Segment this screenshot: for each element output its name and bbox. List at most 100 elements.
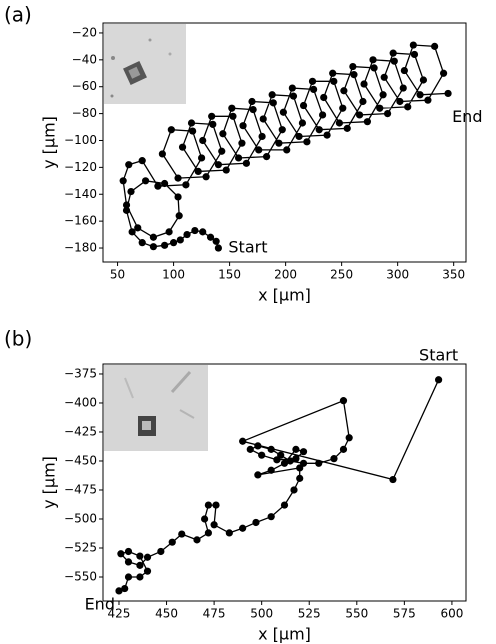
trajectory-point [315, 459, 323, 467]
trajectory-point [138, 239, 146, 247]
trajectory-point [323, 131, 331, 139]
trajectory-point [127, 187, 135, 196]
y-tick-label: −450 [64, 453, 97, 467]
trajectory-point [267, 513, 275, 521]
trajectory-point [229, 112, 237, 120]
trajectory-point [212, 501, 220, 509]
x-tick-label: 475 [203, 607, 226, 621]
trajectory-point [239, 524, 247, 532]
x-tick-label: 350 [442, 268, 465, 282]
trajectory-point [124, 573, 133, 581]
trajectory-point [178, 143, 187, 151]
trajectory-point [258, 132, 266, 141]
trajectory-point [273, 456, 281, 464]
y-tick-label: −375 [64, 366, 97, 380]
trajectory-point [315, 126, 323, 134]
trajectory-point [246, 445, 254, 453]
trajectory-point [340, 87, 348, 95]
trajectory-point [400, 66, 408, 75]
y-tick-label: −140 [64, 187, 97, 201]
trajectory-point [209, 120, 217, 128]
trajectory-point [286, 457, 294, 465]
trajectory-point [409, 41, 417, 49]
plot-frame [102, 22, 467, 263]
trajectory-point [200, 515, 209, 523]
trajectory-point [125, 161, 133, 169]
x-tick-label: 250 [330, 268, 353, 282]
trajectory-point [154, 182, 162, 190]
trajectory-point [379, 91, 387, 99]
trajectory-point [167, 126, 175, 134]
trajectory-point [339, 445, 348, 453]
trajectory-point [248, 97, 256, 106]
x-tick-label: 600 [440, 607, 463, 621]
y-tick-label: −60 [72, 79, 97, 93]
trajectory-point [187, 119, 196, 127]
trajectory-point [259, 115, 267, 123]
trajectory-point [122, 206, 131, 214]
trajectory-point [283, 146, 291, 154]
y-tick-label: −20 [72, 25, 97, 39]
trajectory-point [339, 104, 347, 112]
x-tick-label: 300 [386, 268, 409, 282]
trajectory-point [254, 471, 262, 479]
trajectory-point [288, 84, 296, 92]
trajectory-point [218, 147, 226, 155]
trajectory-point [239, 122, 247, 130]
trajectory-point [296, 464, 304, 472]
trajectory-point [178, 530, 186, 538]
x-tick-label: 575 [393, 607, 416, 621]
trajectory-point [289, 92, 298, 100]
trajectory-point [115, 587, 123, 595]
trajectory-point [255, 146, 263, 154]
trajectory-point [199, 228, 207, 236]
trajectory-point [370, 64, 378, 72]
trajectory-point [280, 459, 289, 467]
trajectory-point [121, 584, 129, 593]
trajectory-point [204, 501, 212, 509]
trajectory-point [234, 154, 243, 162]
annotation: Start [228, 238, 267, 257]
trajectory-point [225, 529, 233, 537]
x-tick-label: 150 [218, 268, 241, 282]
trajectory-point [345, 434, 353, 442]
trajectory-point [183, 230, 191, 239]
trajectory-point [335, 119, 343, 127]
trajectory-point [295, 132, 303, 141]
trajectory-point [197, 154, 206, 162]
trajectory-point [134, 224, 142, 232]
trajectory-point [280, 501, 289, 509]
y-tick-label: −525 [64, 540, 97, 554]
y-tick-label: −400 [64, 395, 97, 409]
trajectory-point [158, 150, 166, 158]
trajectory-point [396, 97, 404, 106]
trajectory-point [136, 552, 144, 560]
trajectory-point [343, 124, 351, 132]
trajectory-point [380, 73, 388, 81]
trajectory-point [239, 437, 247, 445]
x-tick-label: 200 [274, 268, 297, 282]
y-tick-label: −180 [64, 241, 97, 255]
trajectory-point [296, 474, 304, 482]
trajectory-point [143, 553, 152, 561]
trajectory-point [330, 455, 338, 463]
trajectory-point [383, 109, 392, 118]
y-tick-label: −100 [64, 133, 97, 147]
trajectory-point [149, 243, 158, 251]
trajectory-point [320, 93, 328, 102]
trajectory-point [249, 105, 257, 114]
trajectory-point [360, 80, 368, 88]
trajectory-point [141, 177, 150, 185]
trajectory-point [169, 239, 178, 247]
trajectory-point [416, 91, 424, 99]
trajectory-point [119, 177, 127, 185]
panel-label: (b) [4, 327, 32, 351]
trajectory-point [262, 153, 271, 161]
trajectory-point [117, 550, 125, 558]
annotation: End [452, 107, 482, 126]
panel-label: (a) [4, 3, 32, 27]
trajectory-point [157, 547, 165, 556]
trajectory-point [122, 201, 131, 209]
x-tick-label: 50 [110, 268, 125, 282]
trajectory-point [275, 139, 283, 147]
